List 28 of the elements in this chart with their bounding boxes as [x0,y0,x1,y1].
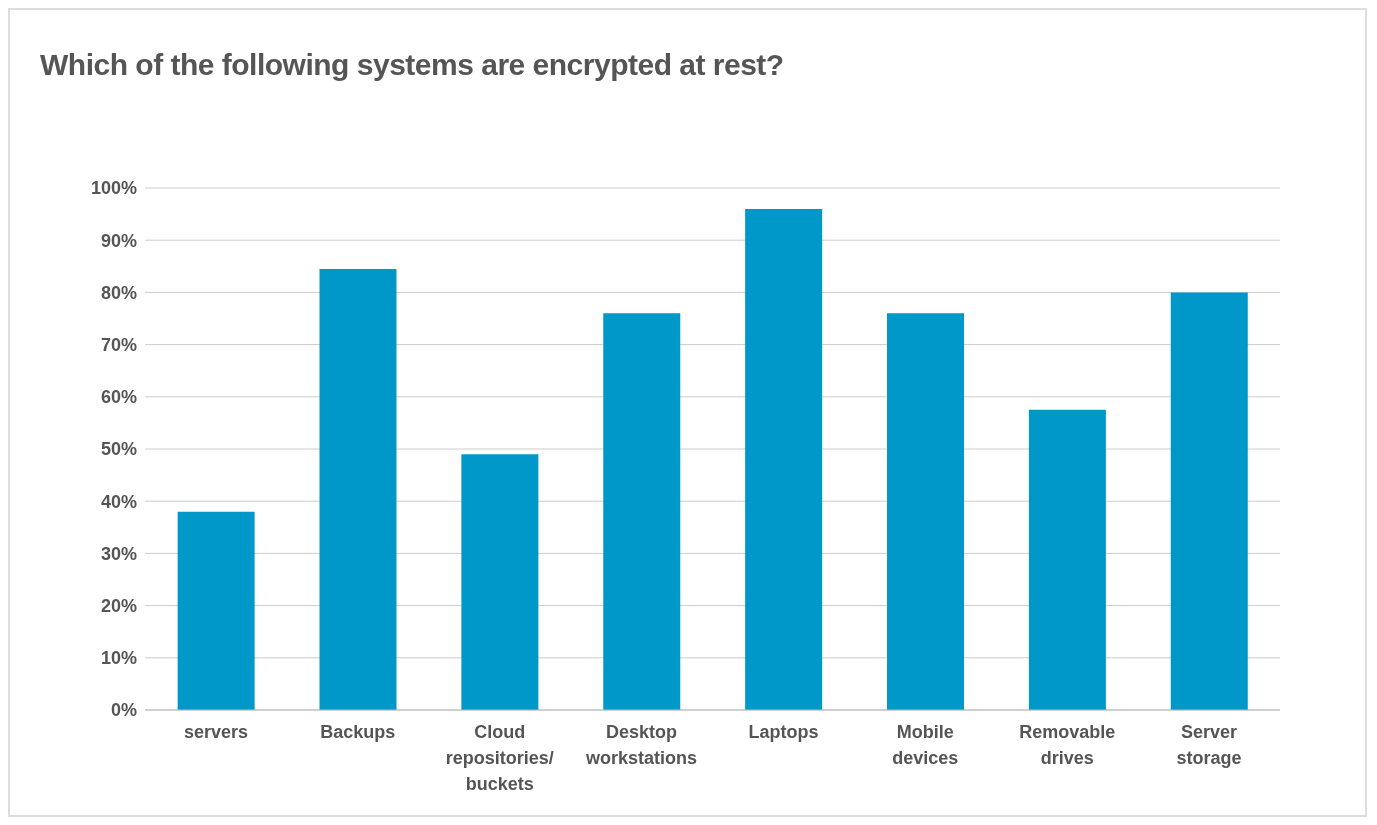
y-tick-label: 20% [100,595,137,616]
y-tick-label: 40% [100,491,137,512]
y-tick-label: 60% [100,387,137,408]
y-tick-label: 70% [100,334,137,355]
bar [177,511,255,710]
chart-title: Which of the following systems are encrypted at rest? [40,48,784,82]
bar [887,313,965,710]
bar [461,454,539,710]
y-tick-label: 0% [110,700,137,721]
bar [319,268,397,710]
y-tick-label: 90% [100,230,137,251]
y-tick-label: 100% [90,178,137,199]
x-tick-label: Mobile devices [892,722,959,768]
x-tick-label: servers [183,722,248,742]
y-tick-label: 10% [100,648,137,669]
x-tick-label: Backups [320,722,396,742]
bar [603,313,681,710]
y-tick-label: 50% [100,439,137,460]
x-tick-label: Server storage [1176,722,1242,768]
y-tick-label: 80% [100,282,137,303]
x-tick-label: Cloud repositories/buckets [445,722,554,794]
bar [1170,292,1248,710]
x-tick-label: Laptops [748,722,819,742]
bar [745,208,823,710]
x-tick-label: Desktop workstations [585,722,698,768]
y-tick-label: 30% [100,543,137,564]
x-tick-label: Removable drives [1019,722,1116,768]
bar [1028,409,1106,710]
